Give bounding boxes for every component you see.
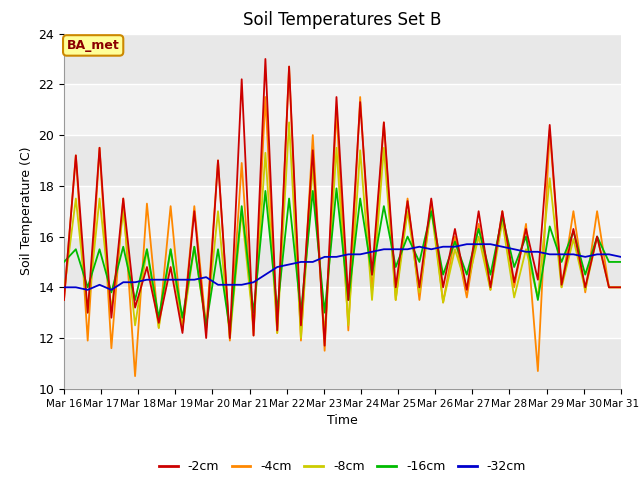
- Bar: [64, 34, 621, 84]
- Bar: [64, 186, 621, 237]
- Bar: [64, 237, 621, 288]
- Bar: [64, 338, 621, 389]
- X-axis label: Time: Time: [327, 414, 358, 427]
- Title: Soil Temperatures Set B: Soil Temperatures Set B: [243, 11, 442, 29]
- Y-axis label: Soil Temperature (C): Soil Temperature (C): [20, 147, 33, 276]
- Text: BA_met: BA_met: [67, 39, 120, 52]
- Bar: [64, 288, 621, 338]
- Bar: [64, 135, 621, 186]
- Legend: -2cm, -4cm, -8cm, -16cm, -32cm: -2cm, -4cm, -8cm, -16cm, -32cm: [154, 456, 531, 479]
- Bar: [64, 84, 621, 135]
